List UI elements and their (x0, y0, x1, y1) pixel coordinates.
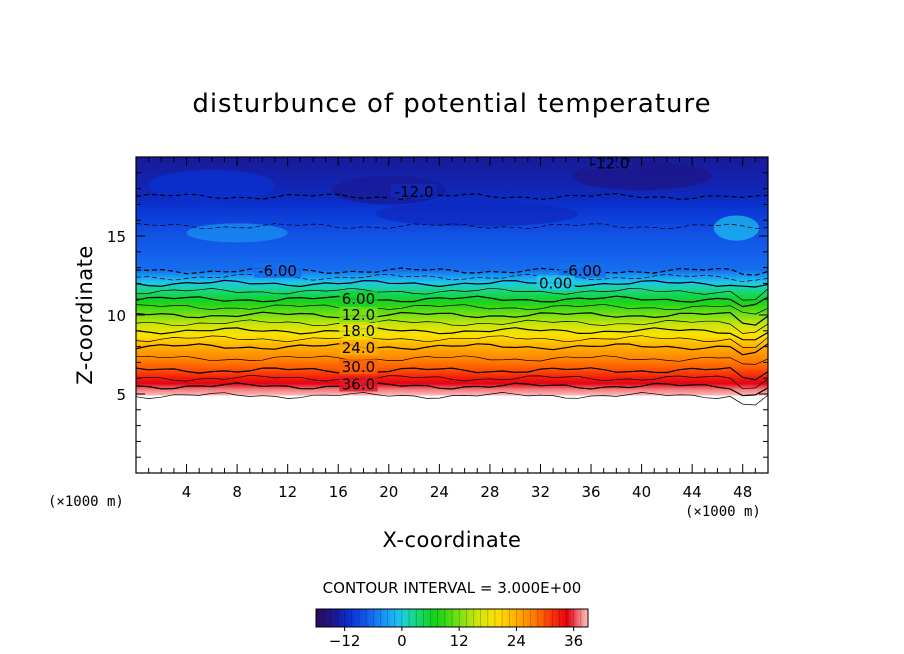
contour-label-bg (254, 262, 302, 278)
x-axis-unit-label: (×1000 m) (685, 504, 761, 520)
contour-label-bg (558, 262, 606, 278)
contour-line (136, 327, 768, 341)
contour-label: -12.0 (395, 183, 434, 201)
contour-label: -6.00 (258, 262, 297, 280)
x-tick-label: 44 (683, 483, 702, 501)
contour-label-bg (339, 376, 378, 392)
contour-line (136, 355, 768, 365)
contour-line (136, 343, 768, 356)
contour-label-bg (339, 322, 378, 338)
x-tick-label: 36 (581, 483, 600, 501)
contour-line (136, 279, 768, 288)
chart-title: disturbunce of potential temperature (192, 89, 711, 119)
y-tick-label: 10 (107, 307, 126, 325)
contour-line (136, 223, 768, 230)
contour-line (136, 303, 768, 315)
contour-line (136, 287, 768, 301)
x-tick-label: 20 (379, 483, 398, 501)
contour-label-bg (339, 359, 378, 375)
contour-label: -6.00 (563, 262, 602, 280)
contour-line (136, 192, 768, 201)
colorbar-tick-label: −12 (329, 632, 361, 650)
x-tick-label: 16 (329, 483, 348, 501)
contour-label-bg (339, 307, 378, 322)
colorbar-tick-label: 0 (397, 632, 407, 650)
colorbar-frame (315, 608, 589, 628)
contour-label: -12.0 (591, 154, 630, 172)
contour-line (136, 295, 768, 308)
contour-line (136, 273, 768, 283)
x-axis: 4 8 12 16 20 24 28 32 36 40 44 48 (148, 157, 756, 501)
x-tick-label: 32 (531, 483, 550, 501)
colorbar-divisions (315, 609, 589, 627)
y-axis: 5 10 15 (107, 172, 768, 458)
contour-line (136, 311, 768, 326)
colorbar-tick-label: 24 (507, 632, 526, 650)
contour-label: 18.0 (342, 322, 375, 340)
x-tick-label: 48 (733, 483, 752, 501)
x-left-unit-label: (×1000 m) (48, 494, 124, 510)
x-tick-label: 4 (182, 483, 192, 501)
contour-line (136, 392, 768, 406)
contour-label: 36.0 (342, 376, 375, 394)
contour-line (136, 382, 768, 397)
contour-lines (136, 192, 768, 406)
contour-line (136, 366, 768, 381)
x-tick-label: 12 (278, 483, 297, 501)
cold-patch (376, 201, 579, 227)
contour-label: 0.00 (539, 274, 572, 292)
y-axis-title: Z-coordinate (73, 245, 97, 385)
cold-patch (186, 223, 288, 243)
x-tick-label: 40 (632, 483, 651, 501)
contour-label-bg (536, 275, 575, 291)
colorbar-fill (316, 609, 588, 627)
contour-label-bg (390, 183, 438, 199)
colorbar: −12 0 12 24 36 (315, 608, 589, 650)
x-tick-label: 8 (232, 483, 242, 501)
x-axis-title: X-coordinate (383, 528, 522, 552)
contour-line (136, 374, 768, 390)
contour-line (136, 267, 768, 276)
cold-patch (713, 215, 760, 241)
y-tick-label: 5 (116, 386, 126, 404)
contour-label: 6.00 (342, 290, 375, 308)
contour-label: 24.0 (342, 339, 375, 357)
colorbar-ticks: −12 0 12 24 36 (329, 627, 583, 650)
contour-label: 12.0 (342, 306, 375, 324)
contour-label-bg (339, 340, 378, 356)
plot-area: -12.0-12.0-6.00 -6.000.006.0012.018.024.0… (136, 154, 768, 406)
y-tick-label: 15 (107, 228, 126, 246)
contour-label-bg (586, 157, 634, 171)
colorbar-tick-label: 12 (450, 632, 469, 650)
x-tick-label: 24 (430, 483, 449, 501)
colorbar-tick-label: 36 (564, 632, 583, 650)
contour-line (136, 335, 768, 349)
contour-labels: -12.0-12.0-6.00 -6.000.006.0012.018.024.0… (254, 154, 634, 394)
contour-line (136, 319, 768, 334)
contour-interval-label: CONTOUR INTERVAL = 3.000E+00 (323, 579, 582, 597)
cold-patch (148, 169, 276, 202)
x-tick-label: 28 (480, 483, 499, 501)
contour-label: 30.0 (342, 358, 375, 376)
contour-label-bg (339, 291, 378, 307)
